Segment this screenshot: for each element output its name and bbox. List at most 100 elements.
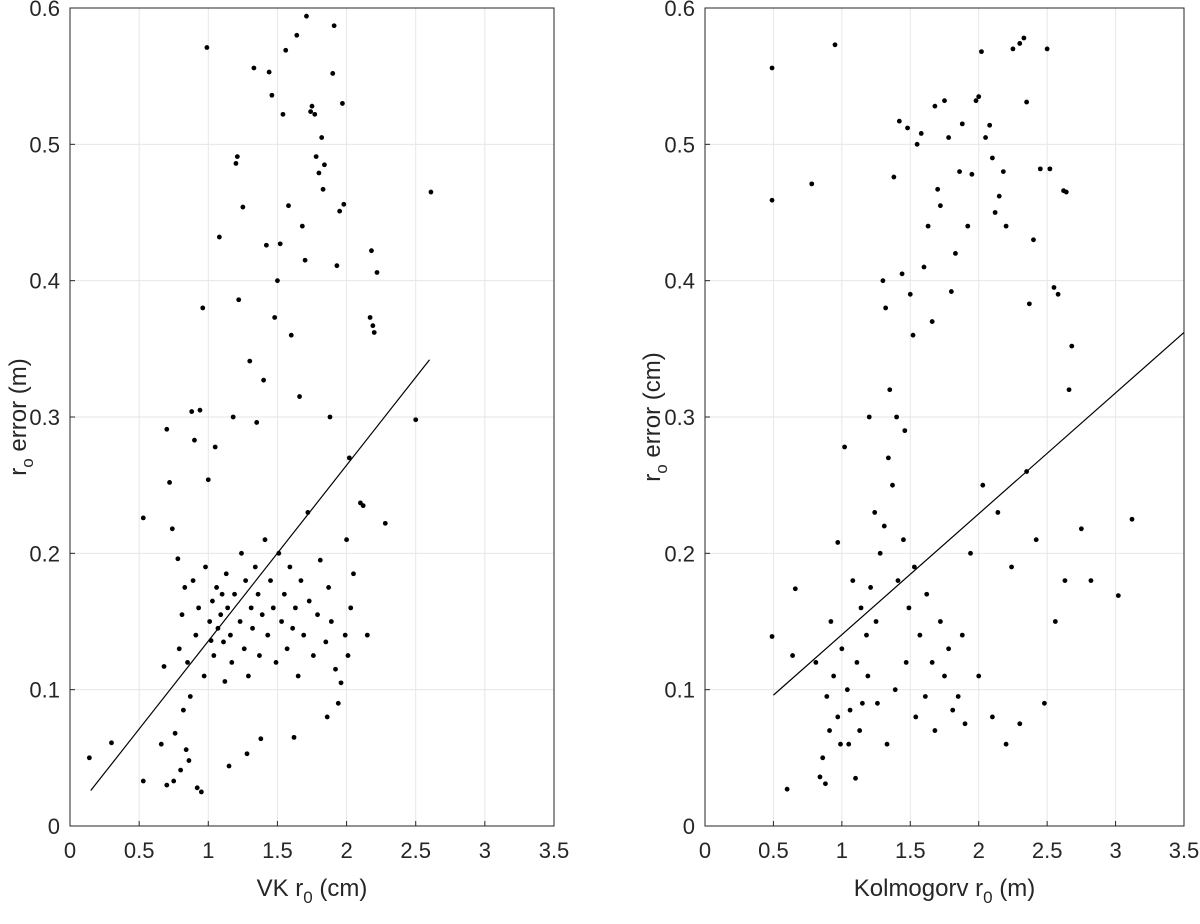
scatter-point — [1000, 169, 1006, 175]
scatter-point — [180, 707, 186, 713]
scatter-point — [241, 646, 247, 652]
scatter-point — [268, 578, 273, 583]
scatter-point — [980, 482, 986, 488]
scatter-point — [207, 619, 213, 624]
scatter-point — [225, 605, 231, 611]
scatter-point — [257, 653, 262, 658]
scatter-point — [990, 155, 995, 161]
scatter-point — [903, 660, 909, 665]
y-axis-label-main: r — [5, 468, 32, 476]
scatter-point — [281, 591, 287, 597]
scatter-point — [279, 619, 284, 624]
scatter-point — [917, 632, 923, 638]
scatter-point — [218, 612, 224, 618]
scatter-point — [1026, 301, 1032, 307]
scatter-point — [248, 605, 254, 611]
scatter-point — [259, 612, 265, 618]
scatter-point — [284, 646, 290, 652]
scatter-point — [333, 666, 338, 672]
scatter-point — [293, 605, 298, 611]
y-tick-label: 0.1 — [29, 678, 60, 703]
y-axis-label: ro error (m) — [5, 358, 37, 475]
scatter-point — [914, 141, 920, 147]
scatter-point — [973, 98, 979, 104]
scatter-point — [345, 653, 351, 658]
scatter-point — [838, 741, 843, 747]
scatter-point — [962, 721, 968, 727]
y-tick-label: 0.2 — [29, 541, 60, 566]
scatter-point — [946, 135, 952, 140]
scatter-point — [968, 550, 973, 556]
x-tick-label: 2.5 — [1032, 838, 1063, 863]
scatter-point — [896, 118, 902, 124]
scatter-point — [236, 297, 242, 303]
y-tick-label: 0.4 — [664, 269, 695, 294]
x-tick-label: 1 — [836, 838, 848, 863]
scatter-point — [309, 103, 315, 109]
x-tick-label: 1.5 — [262, 838, 293, 863]
scatter-point — [809, 181, 815, 187]
scatter-point — [252, 564, 258, 570]
scatter-point — [212, 444, 218, 450]
scatter-point — [283, 47, 289, 53]
scatter-point — [310, 653, 316, 658]
scatter-point — [193, 632, 199, 638]
scatter-point — [987, 122, 993, 128]
y-axis-label-sub: o — [18, 458, 37, 467]
scatter-point — [302, 257, 308, 263]
scatter-point — [937, 203, 943, 209]
scatter-point — [109, 740, 114, 746]
scatter-point — [924, 591, 930, 597]
scatter-point — [853, 775, 858, 781]
scatter-point — [269, 92, 275, 98]
scatter-point — [197, 407, 203, 413]
scatter-point — [317, 557, 323, 563]
scatter-point — [183, 747, 189, 753]
scatter-point — [275, 278, 280, 284]
scatter-point — [308, 109, 314, 115]
scatter-point — [942, 98, 947, 104]
scatter-point — [1069, 343, 1075, 349]
scatter-point — [883, 305, 889, 311]
scatter-point — [306, 598, 312, 604]
scatter-point — [277, 241, 283, 247]
scatter-point — [280, 111, 286, 117]
scatter-point — [1003, 741, 1009, 747]
scatter-point — [865, 673, 871, 679]
scatter-point — [222, 679, 228, 684]
scatter-point — [312, 111, 318, 117]
y-axis-label-rest: error (m) — [5, 358, 32, 458]
scatter-point — [340, 101, 345, 106]
scatter-point — [932, 103, 938, 109]
x-axis-label-unit: (cm) — [313, 875, 368, 902]
scatter-point — [140, 515, 146, 521]
grid — [704, 7, 1185, 827]
x-tick-label: 3.5 — [1169, 838, 1200, 863]
y-axis-label: ro error (cm) — [639, 352, 671, 481]
scatter-point — [881, 523, 887, 529]
scatter-point — [885, 455, 891, 461]
scatter-point — [995, 510, 1001, 515]
x-axis-label-main: Kolmogorv r — [854, 875, 983, 902]
chart-kolmogorov: 0 0.5 1 1.5 2 2.5 3 3.5 0 0.1 0.2 0.3 0.4 0.5 0.6 Kolmo… — [639, 0, 1199, 907]
scatter-point — [992, 210, 998, 215]
scatter-point — [286, 203, 291, 209]
scatter-point — [169, 526, 175, 532]
scatter-point — [1037, 166, 1043, 172]
scatter-point — [953, 251, 958, 256]
scatter-point — [240, 204, 246, 210]
scatter-point — [839, 646, 845, 652]
scatter-point — [835, 714, 841, 720]
scatter-point — [832, 42, 838, 48]
scatter-point — [161, 664, 167, 669]
scatter-point — [866, 414, 872, 420]
scatter-point — [204, 45, 210, 50]
scatter-point — [913, 714, 919, 720]
scatter-point — [827, 728, 832, 733]
scatter-point — [313, 154, 319, 160]
scatter-point — [158, 741, 164, 747]
scatter-point — [258, 736, 264, 742]
scatter-point — [374, 270, 380, 275]
scatter-point — [824, 694, 830, 699]
scatter-point — [360, 503, 366, 509]
